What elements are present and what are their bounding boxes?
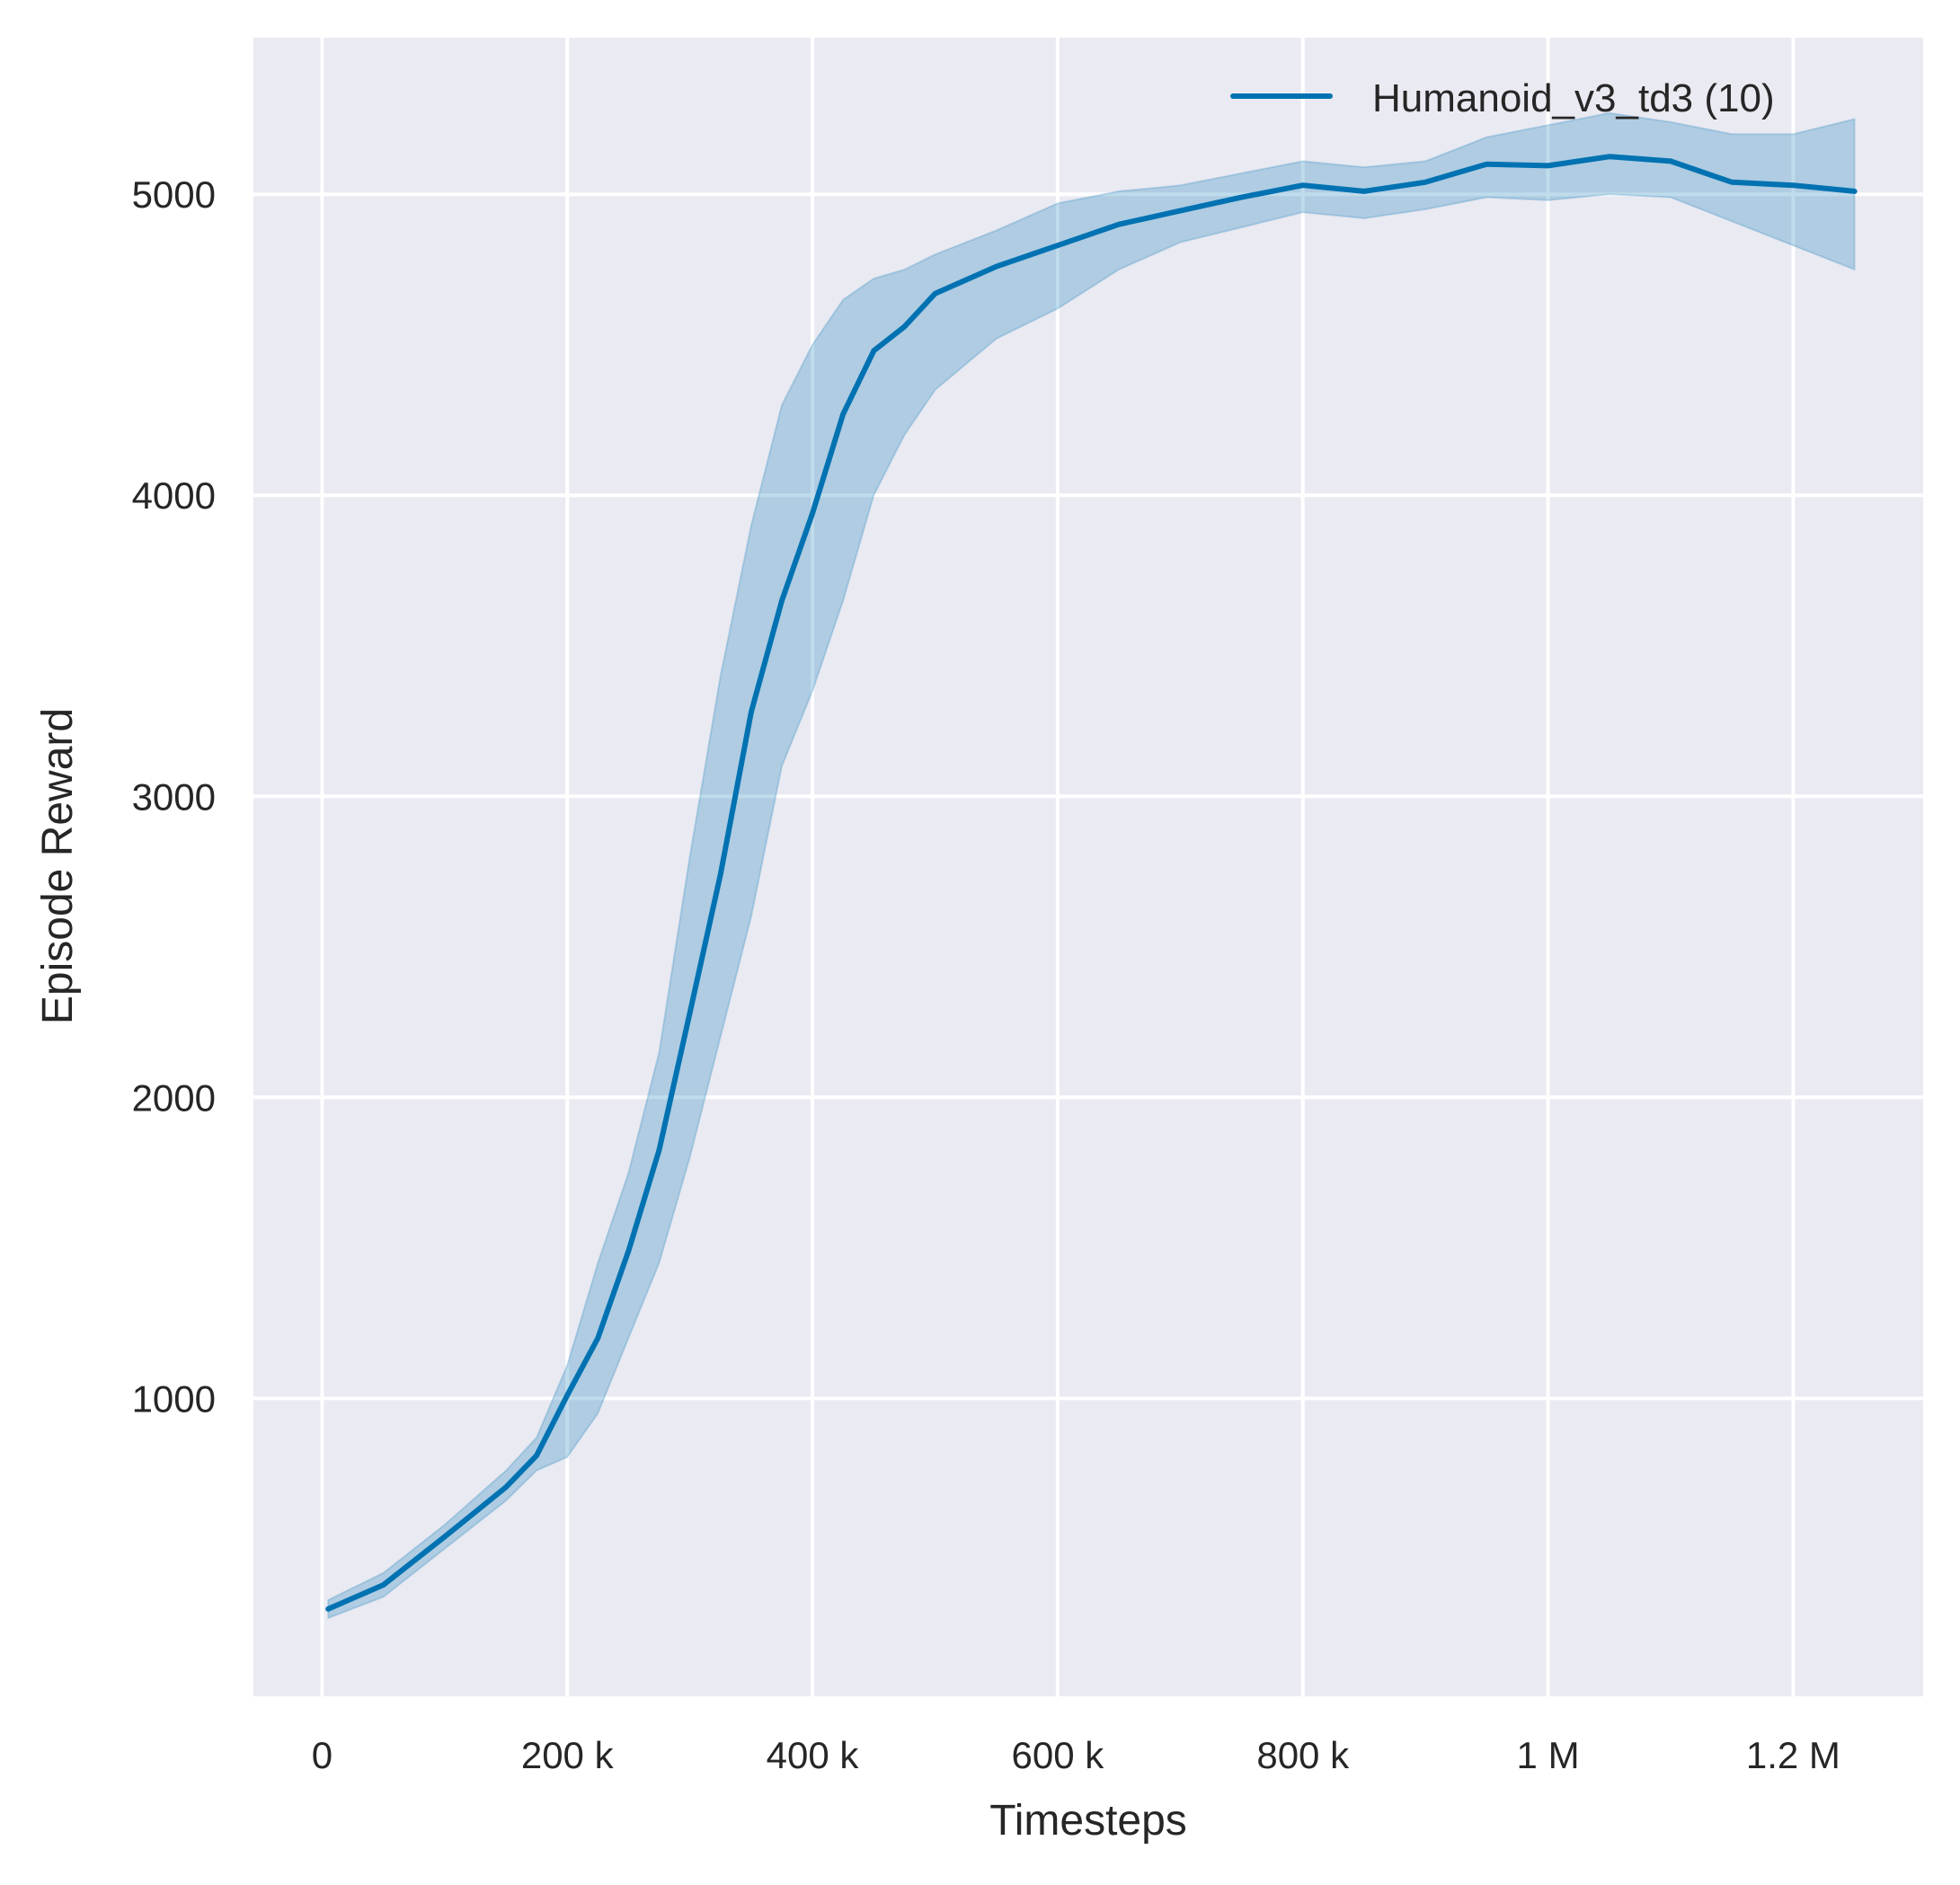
confidence-band: [327, 111, 1856, 1620]
x-tick-label: 400 k: [767, 1734, 860, 1776]
series-line-layer: [325, 154, 1858, 1612]
y-tick-labels: 1000 2000 3000 4000 5000: [132, 173, 216, 1420]
x-tick-label: 1 M: [1517, 1734, 1580, 1776]
y-tick-label: 1000: [132, 1377, 216, 1420]
x-tick-labels: 0 200 k 400 k 600 k 800 k 1 M 1.2 M: [312, 1734, 1840, 1776]
grid: [253, 38, 1923, 1696]
series-line: [325, 154, 1858, 1612]
confidence-band-layer: [327, 111, 1856, 1620]
plot-background: [253, 38, 1923, 1696]
y-axis-label: Episode Reward: [34, 708, 82, 1024]
x-tick-label: 1.2 M: [1746, 1734, 1840, 1776]
y-tick-label: 4000: [132, 474, 216, 517]
x-tick-label: 600 k: [1012, 1734, 1105, 1776]
legend-label: Humanoid_v3_td3 (10): [1372, 76, 1775, 120]
x-tick-label: 800 k: [1256, 1734, 1350, 1776]
x-axis-label: Timesteps: [989, 1797, 1187, 1845]
y-tick-label: 5000: [132, 173, 216, 216]
y-tick-label: 2000: [132, 1076, 216, 1119]
y-tick-label: 3000: [132, 775, 216, 818]
legend: Humanoid_v3_td3 (10): [1230, 76, 1775, 120]
x-tick-label: 0: [312, 1734, 333, 1776]
x-tick-label: 200 k: [521, 1734, 615, 1776]
